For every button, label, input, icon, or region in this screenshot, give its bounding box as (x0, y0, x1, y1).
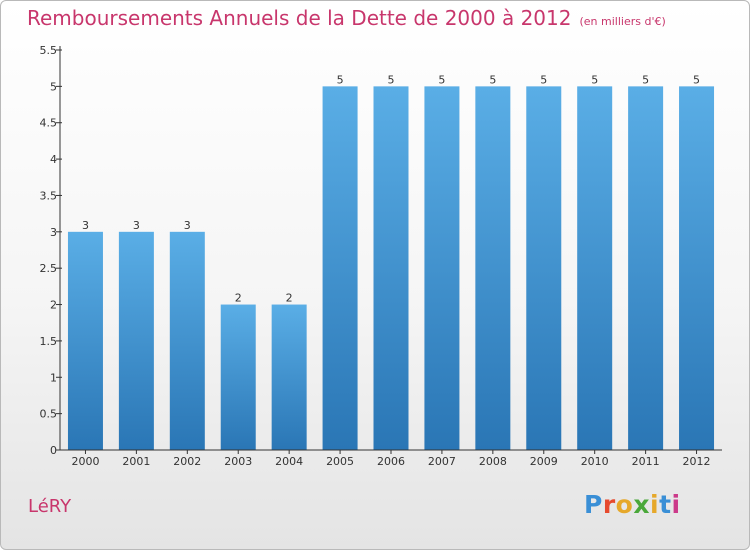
x-tick-label-2006: 2006 (377, 455, 405, 468)
logo-letter: P (584, 490, 603, 519)
axes-group: 2000 2001 2002 2003 2004 2005 2006 2007 2008 2009… (40, 44, 722, 468)
x-tick-label-2011: 2011 (632, 455, 660, 468)
logo-letter: o (615, 490, 634, 519)
bar-2007 (424, 86, 460, 450)
data-label-2012: 5 (693, 73, 700, 86)
logo-letter: i (671, 490, 681, 519)
bar-2000 (67, 231, 103, 450)
x-tick-label-2002: 2002 (173, 455, 201, 468)
data-label-2009: 5 (540, 73, 547, 86)
bar-2002 (169, 231, 205, 450)
data-label-2004: 2 (286, 292, 293, 305)
logo-letter: r (602, 490, 616, 519)
chart-title-block: Remboursements Annuels de la Dette de 20… (27, 6, 666, 30)
y-tick-label-0: 0 (50, 444, 57, 457)
data-label-2006: 5 (388, 73, 395, 86)
x-tick-label-2005: 2005 (326, 455, 354, 468)
bar-2005 (322, 86, 358, 450)
data-label-2007: 5 (438, 73, 445, 86)
y-tick-label-3.5: 3.5 (40, 189, 58, 202)
y-tick-label-4.5: 4.5 (40, 117, 58, 130)
town-name: LéRY (28, 496, 72, 517)
y-tick-label-5: 5 (50, 80, 57, 93)
logo-letter: t (659, 490, 672, 519)
bar-2006 (373, 86, 409, 450)
x-tick-label-2009: 2009 (530, 455, 558, 468)
bar-2010 (577, 86, 613, 450)
bar-2008 (475, 86, 511, 450)
bar-2001 (118, 231, 154, 450)
data-label-2011: 5 (642, 73, 649, 86)
chart-title: Remboursements Annuels de la Dette de 20… (27, 6, 572, 30)
x-tick-label-2004: 2004 (275, 455, 303, 468)
data-label-2000: 3 (82, 219, 89, 232)
bar-2009 (526, 86, 562, 450)
data-label-2001: 3 (133, 219, 140, 232)
data-label-2010: 5 (591, 73, 598, 86)
logo-letter: x (633, 490, 650, 519)
x-tick-label-2003: 2003 (224, 455, 252, 468)
y-tick-label-2: 2 (50, 299, 57, 312)
bar-2011 (628, 86, 664, 450)
y-tick-label-3: 3 (50, 226, 57, 239)
x-tick-label-2012: 2012 (683, 455, 711, 468)
x-tick-label-2010: 2010 (581, 455, 609, 468)
y-tick-label-1: 1 (50, 371, 57, 384)
x-tick-label-2008: 2008 (479, 455, 507, 468)
proxiti-logo: Proxiti (584, 490, 681, 519)
y-tick-label-1.5: 1.5 (40, 335, 58, 348)
y-tick-label-0.5: 0.5 (40, 408, 58, 421)
data-label-2008: 5 (489, 73, 496, 86)
bars-group: 3 3 3 2 2 5 5 5 5 5 5 5 5 (67, 73, 715, 450)
data-label-2002: 3 (184, 219, 191, 232)
y-tick-label-4: 4 (50, 153, 57, 166)
x-tick-label-2001: 2001 (122, 455, 150, 468)
bar-2003 (220, 304, 256, 450)
data-label-2003: 2 (235, 292, 242, 305)
x-tick-label-2000: 2000 (71, 455, 99, 468)
chart-subtitle: (en milliers d'€) (579, 15, 666, 28)
x-tick-label-2007: 2007 (428, 455, 456, 468)
y-tick-label-5.5: 5.5 (40, 44, 58, 57)
bar-2004 (271, 304, 307, 450)
bar-2012 (679, 86, 715, 450)
y-tick-label-2.5: 2.5 (40, 262, 58, 275)
data-label-2005: 5 (337, 73, 344, 86)
logo-letter: i (650, 490, 660, 519)
